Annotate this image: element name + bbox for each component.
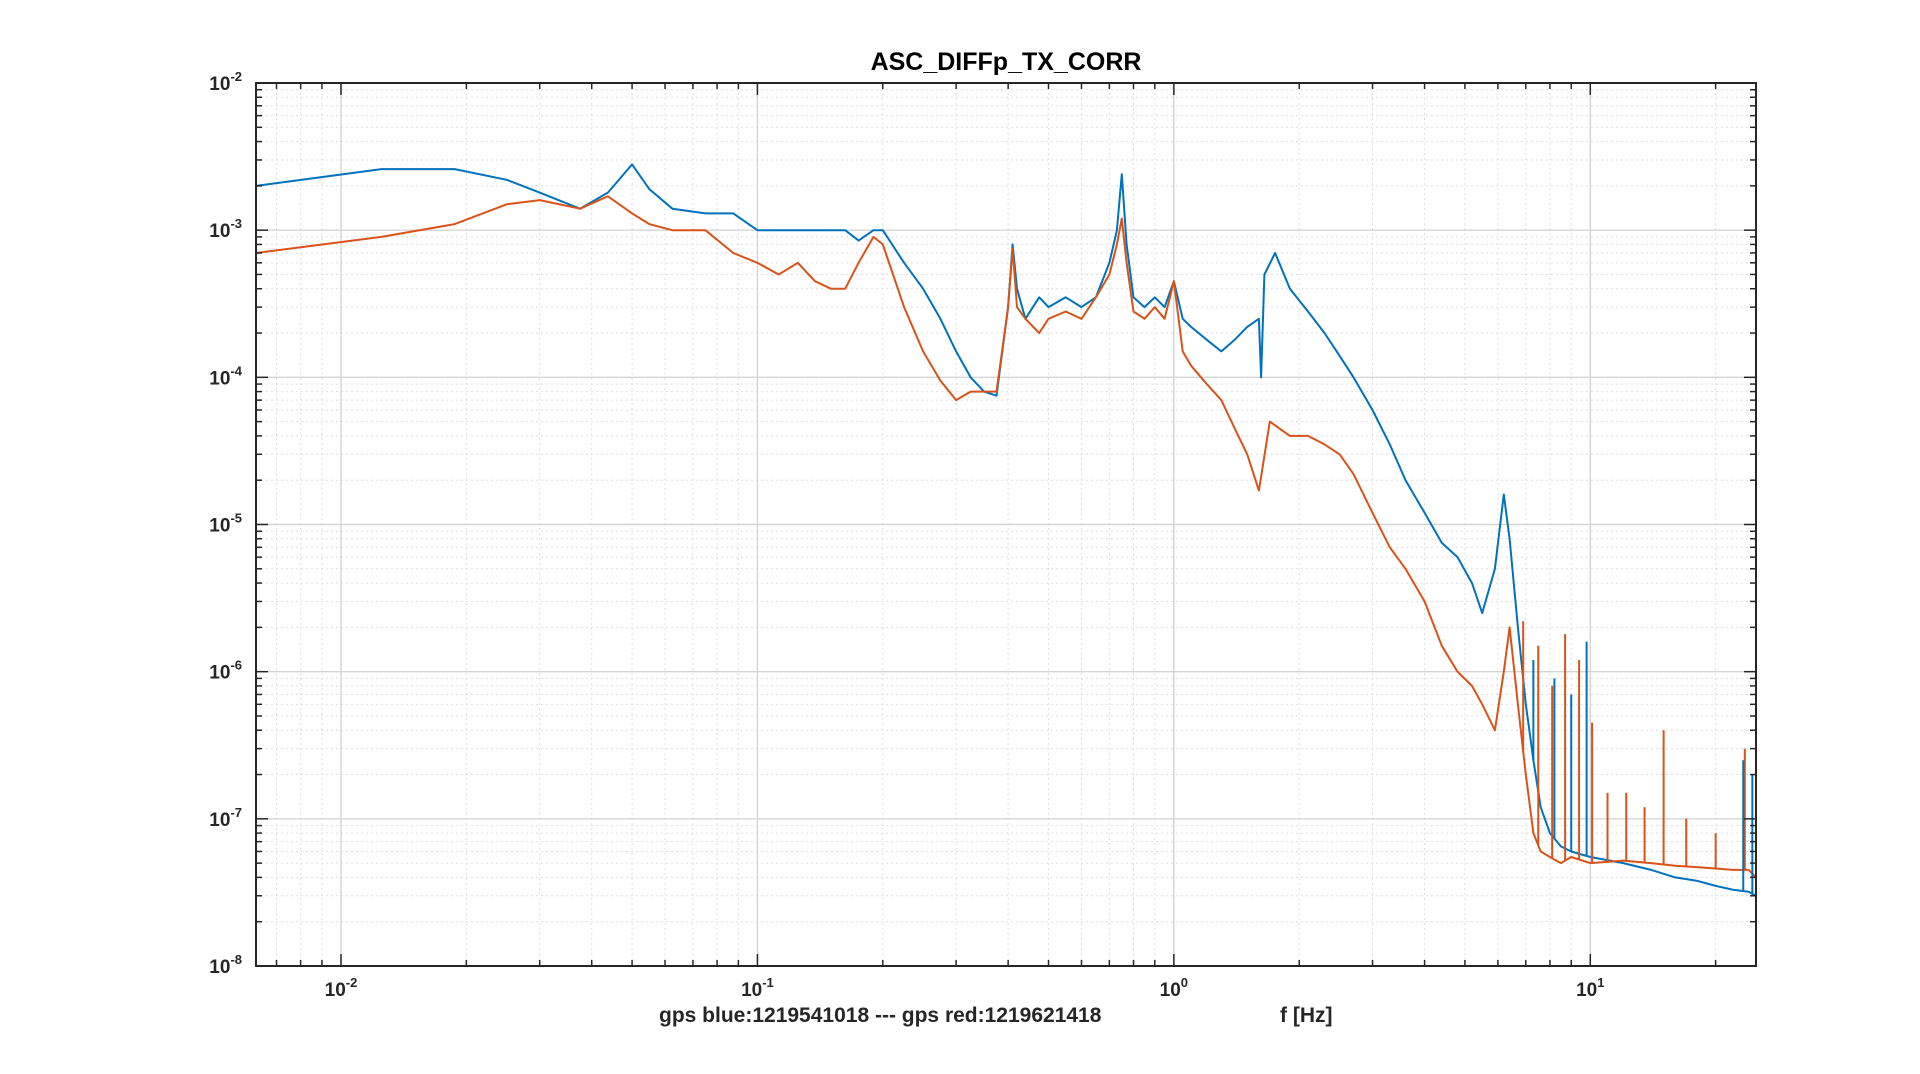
y-tick-label: 10-7: [209, 805, 242, 831]
chart-title: ASC_DIFFp_TX_CORR: [871, 48, 1142, 76]
series-layer: [256, 163, 1756, 897]
x-axis-label: f [Hz]: [1280, 1004, 1332, 1027]
y-tick-label: 10-3: [209, 216, 242, 242]
y-tick-label: 10-4: [209, 363, 242, 389]
series-blue-line: [256, 163, 1756, 897]
gps-caption: gps blue:1219541018 --- gps red:12196214…: [659, 1004, 1102, 1027]
x-tick-label: 10-1: [741, 975, 774, 1001]
y-tick-label: 10-2: [209, 69, 242, 95]
x-tick-label: 100: [1160, 975, 1188, 1001]
y-tick-label: 10-6: [209, 658, 242, 684]
y-tick-label: 10-5: [209, 511, 242, 537]
plot-frame: [255, 82, 1757, 967]
y-tick-labels: 10-8 10-7 10-6 10-5 10-4 10-3 10-2: [209, 69, 242, 978]
x-tick-label: 10-2: [325, 975, 358, 1001]
series-red-line: [256, 195, 1756, 879]
x-tick-label: 101: [1576, 975, 1604, 1001]
x-tick-labels: 10-2 10-1 100 101: [325, 975, 1605, 1001]
y-tick-label: 10-8: [209, 952, 242, 978]
